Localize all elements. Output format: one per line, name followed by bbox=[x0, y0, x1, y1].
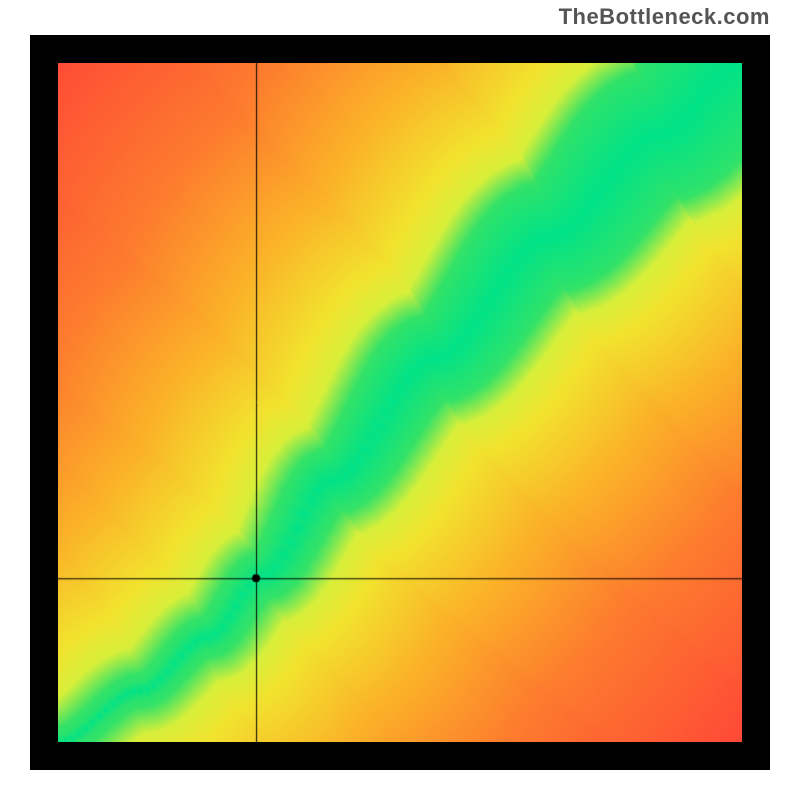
heatmap-canvas bbox=[58, 63, 742, 742]
chart-container: TheBottleneck.com bbox=[0, 0, 800, 800]
source-title: TheBottleneck.com bbox=[559, 4, 770, 30]
heatmap-plot bbox=[30, 35, 770, 770]
